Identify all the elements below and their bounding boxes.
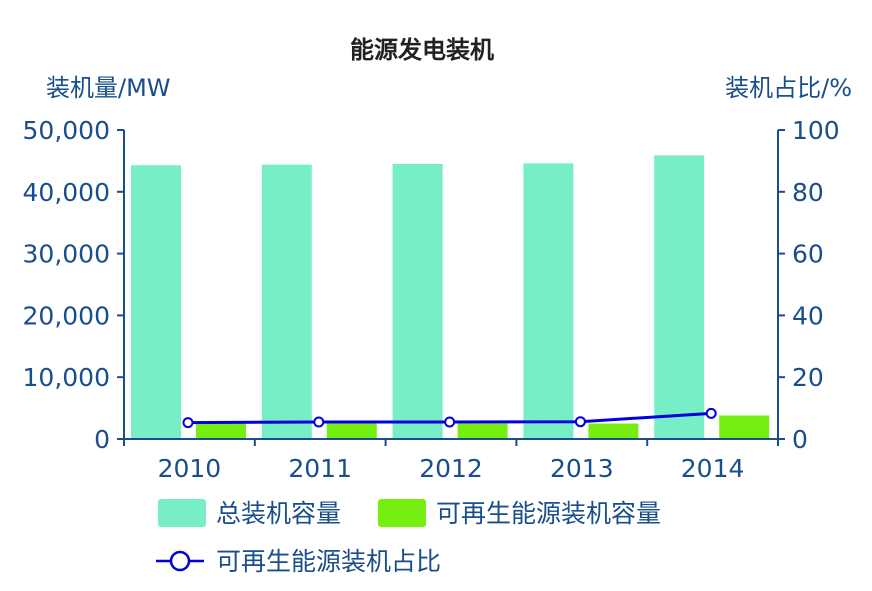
y2-tick-label: 40 (792, 301, 824, 330)
y2-tick-label: 80 (792, 178, 824, 207)
bar-renewable (457, 423, 508, 439)
bars-group (131, 155, 770, 440)
legend-label: 总装机容量 (216, 499, 341, 528)
line-series-group (182, 407, 717, 429)
y2-tick-label: 20 (792, 363, 824, 392)
bar-total (523, 163, 574, 439)
legend-item-2: 可再生能源装机占比 (156, 547, 441, 576)
bar-renewable (196, 423, 246, 439)
legend-marker (169, 550, 191, 572)
y-tick-label: 50,000 (23, 116, 110, 145)
y2-tick-label: 60 (792, 240, 824, 269)
line-point (182, 417, 194, 429)
y-tick-label: 40,000 (23, 178, 110, 207)
y2-tick-label: 0 (792, 425, 808, 454)
y-tick-label: 30,000 (23, 240, 110, 269)
y-tick-label: 10,000 (23, 363, 110, 392)
bar-renewable (588, 423, 639, 439)
x-tick-label: 2012 (419, 454, 483, 483)
axes-group: 0 10,000 20,000 30,000 40,000 50,000 0 20 40 60 80… (23, 116, 840, 483)
line-point (444, 416, 456, 428)
line-point (313, 416, 325, 428)
bar-renewable (326, 423, 377, 439)
x-tick-label: 2010 (158, 454, 222, 483)
bar-total (392, 163, 443, 440)
bar-total (654, 155, 705, 439)
y-axis-label: 装机量/MW (46, 74, 171, 102)
y2-tick-label: 100 (792, 116, 840, 145)
legend-swatch (158, 499, 206, 527)
bar-renewable (719, 415, 770, 439)
legend-label: 可再生能源装机容量 (436, 499, 661, 528)
y2-axis-label: 装机占比/% (725, 74, 852, 102)
line-point (574, 416, 586, 428)
bar-total (261, 164, 312, 439)
x-tick-label: 2011 (288, 454, 352, 483)
chart-title: 能源发电装机 (350, 36, 494, 64)
bar-total (131, 165, 181, 439)
y-tick-label: 20,000 (23, 301, 110, 330)
legend-item-0: 总装机容量 (158, 499, 341, 528)
legend-item-1: 可再生能源装机容量 (378, 499, 661, 528)
x-tick-label: 2014 (681, 454, 745, 483)
x-tick-label: 2013 (550, 454, 614, 483)
y-tick-label: 0 (94, 425, 110, 454)
line-point (705, 407, 717, 419)
legend-swatch (378, 499, 426, 527)
legend-label: 可再生能源装机占比 (216, 547, 441, 576)
